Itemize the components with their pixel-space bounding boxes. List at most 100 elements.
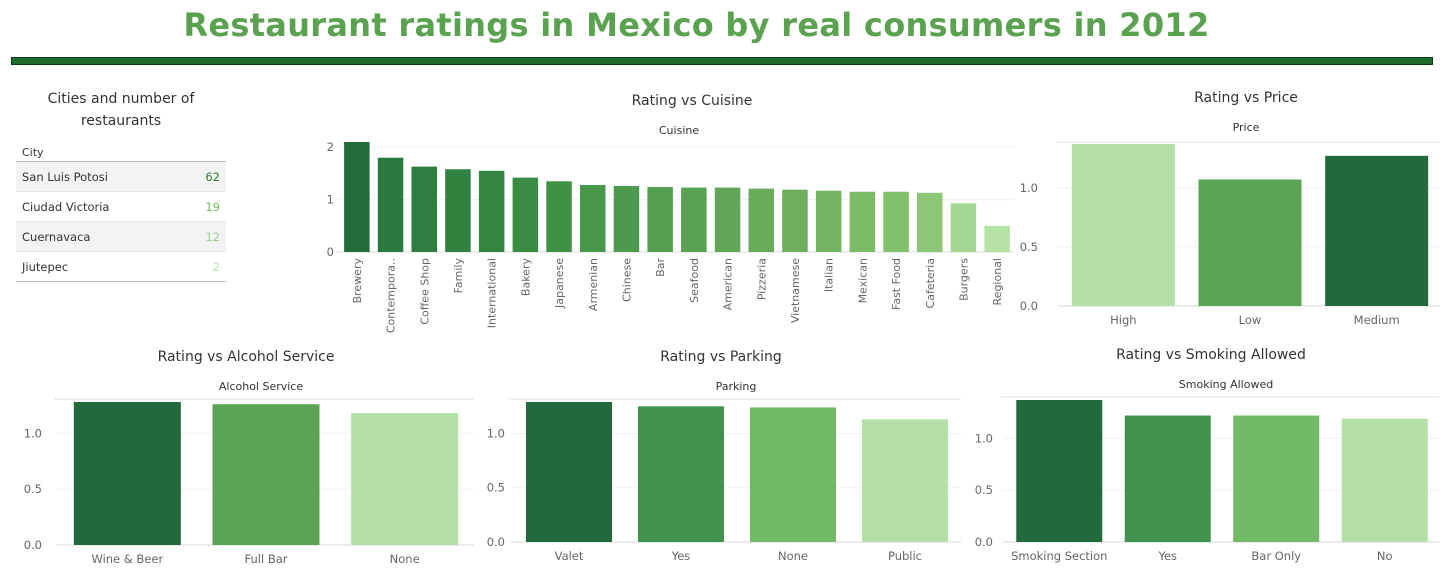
bar[interactable] [714, 187, 741, 252]
x-tick-label: Low [1239, 313, 1262, 327]
bar[interactable] [526, 402, 612, 542]
city-name: Jiutepec [22, 259, 69, 274]
x-tick-label: No [1377, 549, 1393, 563]
x-tick-label: Regional [991, 258, 1004, 305]
bar[interactable] [782, 189, 808, 252]
bar[interactable] [815, 190, 842, 252]
bar[interactable] [1016, 400, 1103, 542]
chart-header: Alcohol Service [219, 380, 303, 393]
city-row[interactable]: Cuernavaca 12 [16, 222, 226, 252]
x-tick-label: Contempora.. [385, 258, 398, 333]
bar[interactable] [1198, 179, 1302, 306]
x-tick-label: Vietnamese [789, 258, 802, 323]
x-tick-label: American [722, 258, 735, 310]
bar[interactable] [212, 404, 320, 545]
x-tick-label: International [486, 258, 499, 328]
x-tick-label: Mexican [856, 258, 869, 303]
y-tick-label: 0.0 [24, 538, 42, 552]
chart-title: Rating vs Alcohol Service [158, 349, 335, 365]
dashboard-title: Restaurant ratings in Mexico by real con… [183, 6, 1210, 44]
bar[interactable] [647, 187, 673, 252]
city-count: 2 [212, 259, 220, 274]
y-tick-label: 1.0 [487, 426, 505, 440]
x-tick-label: Bar [654, 258, 667, 277]
bar[interactable] [748, 188, 775, 252]
y-tick-label: 0.0 [1020, 299, 1038, 313]
bar[interactable] [512, 177, 539, 252]
cities-panel: Cities and number of restaurants City Sa… [16, 88, 226, 282]
x-tick-label: High [1110, 313, 1136, 327]
chart-header: Smoking Allowed [1179, 378, 1273, 391]
x-tick-label: Full Bar [245, 552, 288, 566]
x-tick-label: Wine & Beer [91, 552, 163, 566]
cuisine-chart: Rating vs Cuisine Cuisine 0 1 2 Brewery Contem… [327, 93, 1014, 333]
x-tick-label: Smoking Section [1011, 549, 1107, 563]
bar[interactable] [344, 142, 370, 252]
bar[interactable] [638, 406, 724, 542]
y-tick-label: 2 [327, 140, 334, 154]
bar[interactable] [883, 191, 909, 252]
chart-title: Rating vs Cuisine [632, 93, 753, 109]
bar[interactable] [580, 184, 606, 252]
city-row[interactable]: Jiutepec 2 [16, 252, 226, 282]
y-tick-label: 1.0 [975, 431, 993, 445]
title-underline-bar [11, 57, 1433, 65]
x-tick-label: Seafood [688, 258, 701, 303]
alcohol-service-chart: Rating vs Alcohol Service Alcohol Service… [24, 349, 474, 566]
bar[interactable] [73, 402, 181, 545]
bar[interactable] [546, 181, 572, 252]
x-tick-label: Cafeteria [924, 258, 937, 308]
x-tick-label: Pizzeria [755, 258, 768, 300]
x-tick-label: Bar Only [1251, 549, 1301, 563]
bar[interactable] [750, 407, 836, 542]
bar[interactable] [613, 186, 640, 252]
price-chart: Rating vs Price Price 0.0 0.5 1.0 High Low Medi… [1020, 90, 1440, 327]
bar[interactable] [445, 169, 471, 252]
chart-title: Rating vs Smoking Allowed [1116, 347, 1306, 363]
x-tick-label: Chinese [620, 258, 633, 302]
city-count: 12 [205, 229, 220, 244]
bar[interactable] [1325, 155, 1429, 306]
city-name: San Luis Potosi [22, 169, 108, 184]
x-tick-label: Medium [1354, 313, 1400, 327]
parking-chart: Rating vs Parking Parking 0.0 0.5 1.0 Valet Ye… [487, 349, 961, 563]
city-row[interactable]: San Luis Potosi 62 [16, 162, 226, 192]
x-tick-label: Yes [1157, 549, 1177, 563]
bar[interactable] [984, 225, 1010, 252]
bar[interactable] [377, 157, 404, 252]
bar[interactable] [1124, 415, 1211, 542]
smoking-allowed-chart: Rating vs Smoking Allowed Smoking Allowed… [975, 347, 1439, 563]
y-tick-label: 0.0 [975, 535, 993, 549]
bar[interactable] [1071, 144, 1175, 306]
city-count: 19 [205, 199, 220, 214]
bar[interactable] [862, 419, 948, 542]
x-tick-label: Burgers [957, 258, 970, 301]
bar[interactable] [1233, 415, 1320, 542]
x-tick-label: Valet [555, 549, 584, 563]
x-tick-label: Brewery [351, 258, 364, 304]
y-tick-label: 0.5 [1020, 240, 1038, 254]
x-tick-label: Public [888, 549, 922, 563]
bar[interactable] [1341, 418, 1428, 542]
y-tick-label: 1.0 [24, 426, 42, 440]
bar[interactable] [411, 166, 438, 252]
y-tick-label: 0.5 [975, 483, 993, 497]
city-count: 62 [205, 169, 220, 184]
x-tick-label: Fast Food [890, 258, 903, 310]
city-name: Ciudad Victoria [22, 199, 110, 214]
x-tick-label: Family [452, 258, 465, 294]
y-tick-label: 0.0 [487, 535, 505, 549]
bar[interactable] [950, 203, 977, 252]
x-tick-label: Bakery [519, 258, 532, 297]
bar[interactable] [351, 413, 459, 545]
bar[interactable] [917, 192, 943, 252]
x-tick-label: None [390, 552, 420, 566]
bar[interactable] [849, 191, 876, 252]
bar[interactable] [478, 170, 505, 252]
bar[interactable] [681, 187, 707, 252]
city-row[interactable]: Ciudad Victoria 19 [16, 192, 226, 222]
x-tick-label: Armenian [587, 258, 600, 311]
city-column-header[interactable]: City [16, 142, 226, 162]
y-tick-label: 1 [327, 193, 334, 207]
y-tick-label: 0 [327, 245, 334, 259]
